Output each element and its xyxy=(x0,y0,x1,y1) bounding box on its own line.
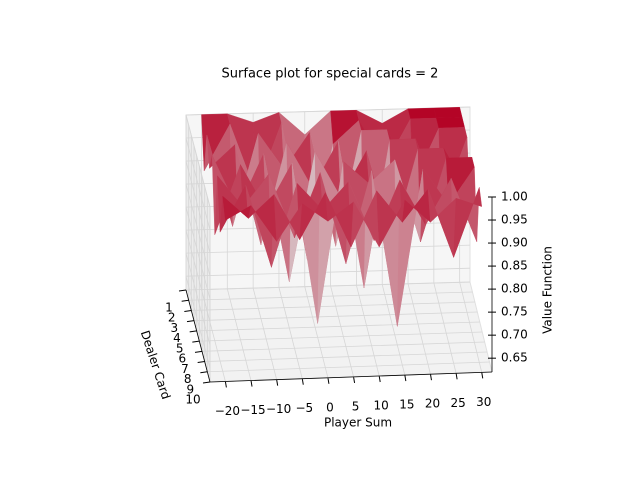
y-tick xyxy=(181,299,189,302)
y-tick-label: 5 xyxy=(176,341,184,355)
x-tick-label: 20 xyxy=(425,397,440,411)
grid-line xyxy=(252,288,278,380)
y-axis-label: Dealer Card xyxy=(138,329,173,401)
y-tick xyxy=(178,289,187,292)
y-tick xyxy=(202,381,211,384)
z-tick-label: 1.00 xyxy=(501,190,528,204)
grid-line xyxy=(356,285,380,377)
grid-line xyxy=(330,285,354,378)
x-tick-label: −15 xyxy=(240,403,265,417)
x-tick xyxy=(481,372,484,379)
y-tick-label: 2 xyxy=(168,311,176,325)
grid-line xyxy=(278,287,303,379)
z-tick-label: 0.90 xyxy=(501,236,528,250)
x-tick xyxy=(327,377,330,384)
grid-line xyxy=(193,311,478,322)
grid-line xyxy=(459,282,483,373)
x-tick xyxy=(224,381,227,388)
grid-line xyxy=(185,230,211,323)
grid-line xyxy=(185,160,211,254)
z-tick-label: 0.80 xyxy=(501,282,528,296)
surface-patch xyxy=(453,187,482,258)
y-tick-label: 4 xyxy=(173,331,181,345)
grid-line xyxy=(204,351,488,362)
grid-line xyxy=(226,288,252,381)
y-tick xyxy=(186,320,195,323)
y-tick-label: 6 xyxy=(179,352,187,366)
grid-line xyxy=(185,137,211,231)
x-tick-label: 25 xyxy=(450,396,465,410)
x-tick-label: 5 xyxy=(352,399,360,413)
x-tick xyxy=(250,380,253,387)
grid-line xyxy=(185,253,211,346)
grid-line xyxy=(407,283,431,375)
x-tick xyxy=(455,373,458,380)
x-tick xyxy=(276,379,279,386)
x-tick-label: 0 xyxy=(326,400,334,414)
z-tick-label: 0.95 xyxy=(501,213,528,227)
grid-line xyxy=(199,331,483,342)
x-tick xyxy=(404,375,407,382)
z-tick-label: 0.75 xyxy=(501,305,528,319)
x-tick xyxy=(429,374,432,381)
grid-line xyxy=(207,361,490,373)
z-axis-label: Value Function xyxy=(541,246,555,334)
x-tick-label: −20 xyxy=(215,404,240,418)
grid-line xyxy=(381,284,406,376)
y-tick-label: 3 xyxy=(171,321,179,335)
grid-line xyxy=(201,341,485,352)
y-tick-label: 1 xyxy=(165,301,173,315)
y-tick-label: 10 xyxy=(185,393,200,407)
axis-line xyxy=(209,371,493,383)
surface-patch xyxy=(407,107,437,119)
chart-title: Surface plot for special cards = 2 xyxy=(222,67,439,82)
x-tick xyxy=(378,375,381,383)
grid-line xyxy=(433,282,457,374)
y-tick xyxy=(194,350,203,353)
x-tick-label: 30 xyxy=(476,395,491,409)
z-tick-label: 0.85 xyxy=(501,259,528,273)
surface-patch xyxy=(433,107,463,119)
x-tick-label: 15 xyxy=(399,398,414,412)
x-tick-label: −5 xyxy=(295,401,313,415)
grid-line xyxy=(191,301,475,311)
surface-patch xyxy=(436,117,465,129)
grid-line xyxy=(185,281,471,291)
y-tick xyxy=(184,309,192,312)
y-tick-label: 9 xyxy=(187,382,195,396)
grid-line xyxy=(185,114,211,208)
axis-line xyxy=(185,289,211,383)
y-tick xyxy=(189,330,197,333)
grid-line xyxy=(196,321,480,332)
y-tick-label: 7 xyxy=(181,362,189,376)
x-axis-label: Player Sum xyxy=(324,416,392,430)
grid-line xyxy=(185,183,211,277)
x-tick-label: 10 xyxy=(374,399,389,413)
grid-line xyxy=(304,286,329,378)
grid-line xyxy=(185,207,211,300)
y-tick xyxy=(200,371,208,374)
x-tick xyxy=(301,378,304,385)
x-tick-label: −10 xyxy=(266,402,291,416)
y-tick xyxy=(197,361,205,364)
x-tick xyxy=(353,376,356,383)
z-tick-label: 0.65 xyxy=(501,351,528,365)
grid-line xyxy=(185,276,211,369)
z-tick-label: 0.70 xyxy=(501,328,528,342)
grid-line xyxy=(185,267,471,277)
y-tick-label: 8 xyxy=(184,372,192,386)
grid-line xyxy=(188,291,473,301)
y-tick xyxy=(192,340,200,343)
